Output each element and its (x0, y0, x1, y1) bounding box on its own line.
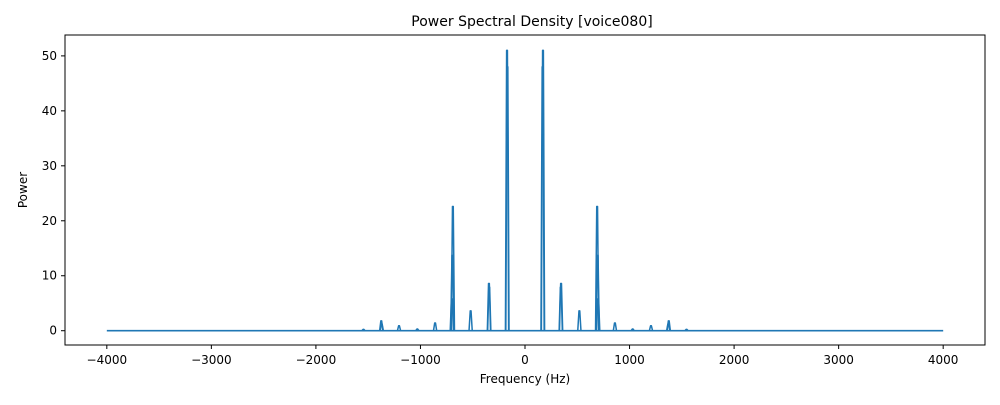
psd-peak-22 (612, 322, 618, 331)
psd-peak-15 (540, 49, 546, 331)
psd-peak-0 (361, 328, 366, 332)
psd-peak-3 (396, 325, 402, 331)
psd-peak-23 (630, 328, 635, 332)
y-axis-label: Power (16, 172, 30, 208)
psd-peak-11 (486, 286, 492, 331)
plot-area (106, 49, 944, 332)
axes: −4000 −3000 −2000 −1000 0 1000 2000 3000 4000 0 10… (42, 34, 986, 367)
y-tick-label: 30 (42, 159, 57, 173)
y-tick-label: 50 (42, 49, 57, 63)
chart-title: Power Spectral Density [voice080] (411, 14, 652, 30)
psd-peak-17 (558, 282, 564, 331)
x-tick-label: 2000 (719, 353, 750, 367)
y-tick-label: 0 (49, 324, 57, 338)
y-tick-label: 20 (42, 214, 57, 228)
x-tick-label: 0 (521, 353, 529, 367)
x-tick-label: 3000 (823, 353, 854, 367)
axes-frame (64, 34, 986, 346)
x-tick-label: −3000 (191, 353, 232, 367)
x-tick-label: −4000 (87, 353, 128, 367)
x-tick-label: 4000 (928, 353, 959, 367)
psd-peak-13 (505, 66, 510, 331)
psd-peak-27 (684, 328, 689, 332)
x-tick-label: −2000 (296, 353, 337, 367)
psd-peak-4 (415, 328, 420, 332)
x-tick-label: −1000 (400, 353, 441, 367)
x-tick-label: 1000 (614, 353, 645, 367)
psd-peak-5 (432, 322, 438, 331)
psd-peak-26 (666, 320, 672, 331)
psd-peak-21 (595, 298, 601, 331)
psd-peak-9 (468, 310, 473, 331)
psd-peak-24 (648, 325, 654, 331)
y-tick-label: 40 (42, 104, 57, 118)
y-tick-label: 10 (42, 269, 57, 283)
psd-peak-20 (595, 254, 601, 331)
psd-peak-8 (449, 254, 455, 331)
psd-peak-18 (577, 310, 582, 331)
psd-peak-2 (379, 323, 385, 331)
x-axis-label: Frequency (Hz) (480, 372, 571, 386)
